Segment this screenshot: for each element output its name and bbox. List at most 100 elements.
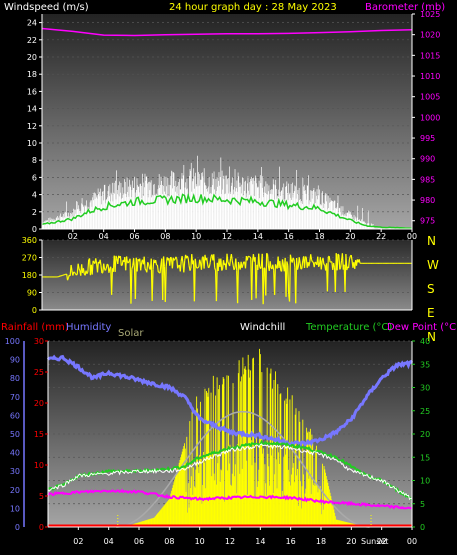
windspeed-tick-label: 20	[27, 53, 37, 62]
temperature-tick-label: 25	[420, 407, 430, 416]
direction-segment	[187, 258, 190, 266]
direction-segment	[265, 253, 268, 296]
humidity-tick-label: 30	[10, 467, 20, 476]
direction-segment	[310, 254, 313, 260]
temperature-tick-label: 30	[420, 384, 430, 393]
barometer-tick-label: 990	[420, 155, 435, 164]
direction-segment	[179, 261, 182, 272]
direction-segment	[215, 262, 218, 302]
direction-segment	[287, 265, 290, 295]
humidity-tick-label: 100	[5, 337, 20, 346]
barometer-tick-label: 975	[420, 217, 435, 226]
direction-segment	[323, 263, 326, 266]
direction-segment	[288, 254, 292, 302]
direction-segment	[235, 258, 238, 271]
direction-segment	[159, 264, 162, 274]
direction-segment	[206, 257, 209, 265]
direction-segment	[220, 258, 223, 271]
direction-segment	[176, 258, 179, 269]
direction-segment	[350, 254, 353, 262]
direction-segment	[194, 258, 197, 267]
direction-segment	[181, 255, 184, 264]
hour-tick-label: 18	[314, 232, 324, 241]
direction-segment	[272, 264, 275, 271]
compass-label: W	[427, 258, 439, 272]
direction-segment	[110, 268, 114, 295]
dewpoint-line	[47, 488, 413, 510]
sunset-label: Sunset	[361, 537, 388, 546]
direction-segment	[333, 262, 336, 268]
direction-segment	[147, 261, 150, 265]
direction-segment	[155, 259, 158, 266]
direction-segment	[193, 258, 196, 302]
hour-tick-label: 04	[99, 232, 109, 241]
wind-panel-axes: 0246810121416182022249759809859909951000…	[27, 10, 441, 241]
direction-segment	[237, 261, 240, 267]
windspeed-tick-label: 2	[32, 208, 37, 217]
direction-segment	[103, 263, 106, 270]
rainfall-axis-title: Rainfall (mm)	[1, 322, 69, 333]
direction-segment	[281, 259, 284, 266]
direction-segment	[301, 260, 304, 269]
barometer-tick-label: 1015	[420, 51, 440, 60]
direction-segment	[199, 259, 202, 264]
rainfall-tick-label: 10	[34, 461, 44, 470]
dewpoint-legend: Dew Point (°C)	[387, 322, 457, 333]
windspeed-tick-label: 22	[27, 36, 37, 45]
windspeed-tick-label: 14	[27, 105, 37, 114]
direction-segment	[221, 268, 224, 271]
direction-segment	[289, 254, 292, 261]
direction-segment	[347, 259, 351, 269]
direction-segment	[214, 267, 217, 271]
direction-segment	[296, 266, 299, 270]
hour-tick-label: 14	[255, 537, 265, 546]
hour-tick-label: 22	[377, 537, 387, 546]
direction-segment	[114, 255, 117, 272]
windspeed-tick-label: 16	[27, 87, 37, 96]
hour-tick-label: 16	[286, 537, 296, 546]
temperature-line	[47, 439, 413, 501]
direction-segment	[326, 256, 329, 292]
direction-segment	[171, 257, 174, 269]
direction-tick-label: 90	[27, 289, 37, 298]
humidity-tick-label: 70	[10, 393, 20, 402]
direction-segment	[231, 260, 234, 266]
direction-segment	[358, 259, 361, 264]
direction-tick-label: 270	[22, 254, 37, 263]
rainfall-tick-label: 0	[39, 523, 44, 532]
direction-segment	[236, 262, 240, 304]
direction-segment	[208, 266, 210, 269]
direction-segment	[197, 266, 200, 269]
direction-segment	[299, 263, 302, 270]
hour-tick-label: 20	[346, 537, 356, 546]
compass-label: N	[427, 234, 436, 248]
direction-segment	[241, 264, 244, 269]
windspeed-avg-line	[41, 192, 412, 229]
direction-segment	[96, 261, 99, 273]
direction-segment	[183, 260, 186, 273]
barometer-tick-label: 1010	[420, 72, 440, 81]
direction-segment	[175, 256, 178, 260]
direction-segment	[95, 258, 98, 264]
direction-segment	[229, 258, 232, 267]
hour-tick-label: 18	[316, 537, 326, 546]
direction-segment	[104, 267, 107, 271]
direction-segment	[266, 254, 270, 266]
windspeed-tick-label: 12	[27, 122, 37, 131]
direction-segment	[274, 264, 277, 267]
direction-segment	[100, 265, 103, 274]
direction-segment	[304, 256, 307, 258]
humidity-tick-label: 90	[10, 356, 20, 365]
direction-segment	[108, 268, 111, 273]
hour-tick-label: 10	[195, 537, 205, 546]
direction-segment	[156, 265, 159, 273]
direction-segment	[298, 257, 301, 264]
direction-segment	[117, 255, 120, 265]
windspeed-tick-label: 10	[27, 139, 37, 148]
direction-segment	[337, 253, 340, 256]
direction-segment	[200, 257, 203, 270]
hour-tick-label: 14	[253, 232, 263, 241]
direction-segment	[251, 260, 254, 300]
direction-segment	[177, 265, 180, 269]
